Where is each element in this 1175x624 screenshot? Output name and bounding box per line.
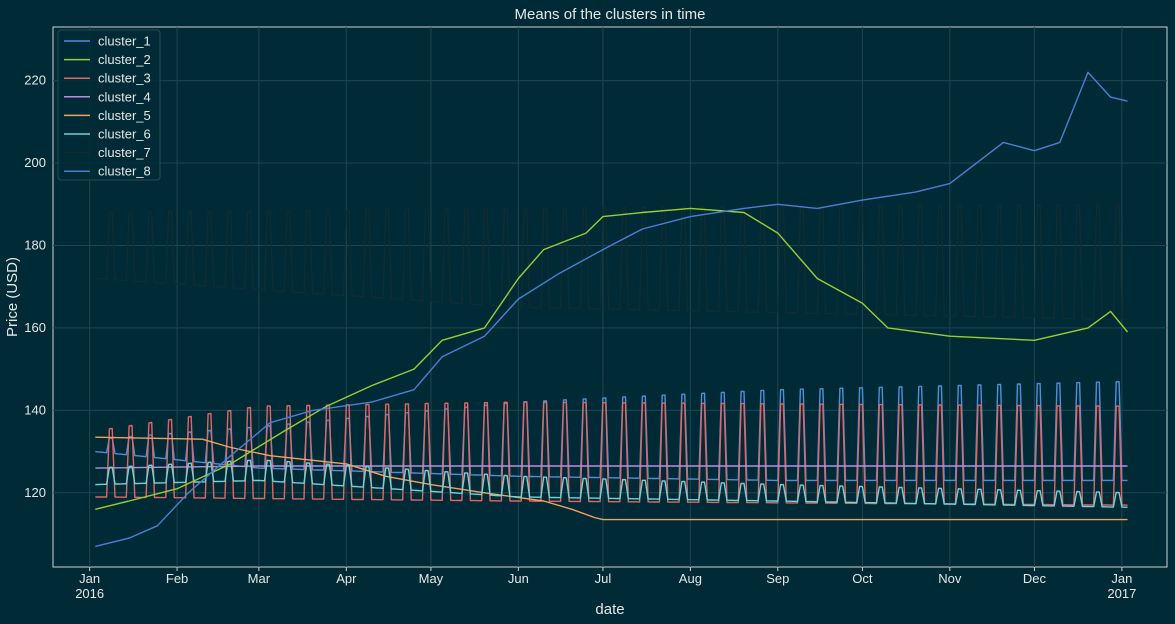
legend-label-cluster_8: cluster_8 bbox=[98, 164, 151, 179]
series-layer bbox=[95, 71, 1129, 548]
y-tick-label: 140 bbox=[24, 402, 46, 417]
series-line-cluster_2 bbox=[95, 207, 1129, 510]
x-tick-label: Jul bbox=[595, 571, 612, 586]
x-tick-sublabel: 2016 bbox=[75, 586, 104, 601]
series-line-cluster_7 bbox=[95, 203, 1128, 321]
chart-title: Means of the clusters in time bbox=[515, 6, 706, 23]
y-tick-label: 160 bbox=[24, 320, 46, 335]
legend-label-cluster_4: cluster_4 bbox=[98, 89, 151, 104]
y-tick-label: 200 bbox=[24, 155, 46, 170]
plot-background bbox=[52, 26, 1168, 568]
series-line-cluster_4 bbox=[95, 465, 1128, 469]
x-tick-label: Aug bbox=[679, 571, 702, 586]
series-line-cluster_8 bbox=[95, 71, 1128, 548]
series-line-cluster_6 bbox=[95, 459, 1128, 508]
x-tick-label: Jan bbox=[1111, 571, 1132, 586]
legend-label-cluster_2: cluster_2 bbox=[98, 52, 151, 67]
y-tick-label: 120 bbox=[24, 485, 46, 500]
x-tick-label: Dec bbox=[1023, 571, 1047, 586]
legend-label-cluster_7: cluster_7 bbox=[98, 145, 151, 160]
x-tick-label: Oct bbox=[852, 571, 873, 586]
x-tick-label: Apr bbox=[336, 571, 357, 586]
legend-box bbox=[57, 29, 161, 181]
y-tick-label: 220 bbox=[24, 73, 46, 88]
x-tick-label: May bbox=[419, 571, 444, 586]
legend-label-cluster_3: cluster_3 bbox=[98, 71, 151, 86]
legend: cluster_1 cluster_2 cluster_3 cluster_4clus… bbox=[57, 29, 161, 181]
series-line-cluster_5 bbox=[95, 436, 1128, 521]
legend-label-cluster_5: cluster_5 bbox=[98, 108, 151, 123]
x-axis-title: date bbox=[595, 601, 624, 618]
x-tick-label: Jan bbox=[79, 571, 100, 586]
y-tick-label: 180 bbox=[24, 237, 46, 252]
x-tick-label: Nov bbox=[938, 571, 962, 586]
x-tick-label: Mar bbox=[248, 571, 271, 586]
x-tick-label: Feb bbox=[166, 571, 188, 586]
y-axis-title: Price (USD) bbox=[4, 257, 21, 337]
x-tick-sublabel: 2017 bbox=[1107, 586, 1136, 601]
legend-label-cluster_6: cluster_6 bbox=[98, 127, 151, 142]
x-tick-label: Sep bbox=[766, 571, 789, 586]
x-tick-label: Jun bbox=[508, 571, 529, 586]
legend-label-cluster_1: cluster_1 bbox=[98, 34, 151, 49]
